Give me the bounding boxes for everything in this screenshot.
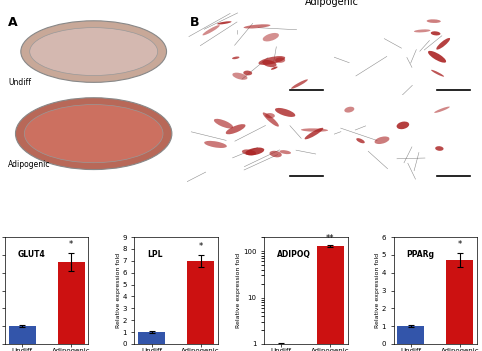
- Ellipse shape: [414, 29, 430, 32]
- Ellipse shape: [375, 137, 389, 144]
- Bar: [446, 260, 473, 344]
- Ellipse shape: [435, 146, 443, 151]
- Bar: [58, 262, 85, 344]
- Ellipse shape: [202, 25, 220, 35]
- Ellipse shape: [427, 19, 441, 23]
- Ellipse shape: [25, 105, 163, 163]
- Text: ADIPOQ: ADIPOQ: [277, 250, 310, 259]
- Ellipse shape: [258, 56, 285, 65]
- Ellipse shape: [431, 70, 444, 77]
- Ellipse shape: [262, 60, 277, 67]
- Ellipse shape: [204, 141, 227, 148]
- Ellipse shape: [214, 119, 233, 128]
- Text: *: *: [458, 240, 462, 249]
- Ellipse shape: [291, 79, 308, 89]
- Ellipse shape: [305, 128, 323, 139]
- Ellipse shape: [428, 51, 446, 63]
- Text: *: *: [69, 240, 73, 249]
- Ellipse shape: [226, 124, 245, 134]
- Ellipse shape: [301, 128, 328, 132]
- Ellipse shape: [232, 57, 240, 59]
- Y-axis label: Relative expression fold: Relative expression fold: [375, 253, 380, 328]
- Y-axis label: Relative expression fold: Relative expression fold: [116, 253, 121, 328]
- Ellipse shape: [271, 67, 278, 70]
- Ellipse shape: [243, 71, 252, 75]
- Ellipse shape: [434, 107, 450, 113]
- Text: Adipogenic: Adipogenic: [305, 0, 359, 7]
- Bar: [9, 326, 36, 344]
- Ellipse shape: [275, 108, 295, 117]
- Text: **: **: [326, 234, 335, 243]
- Ellipse shape: [269, 151, 282, 157]
- Ellipse shape: [436, 38, 450, 49]
- Ellipse shape: [21, 21, 167, 82]
- Text: LPL: LPL: [147, 250, 162, 259]
- Text: B: B: [190, 16, 200, 29]
- Ellipse shape: [217, 21, 231, 25]
- Ellipse shape: [30, 28, 158, 75]
- Ellipse shape: [356, 138, 365, 143]
- Text: A: A: [8, 16, 18, 29]
- Ellipse shape: [243, 24, 270, 28]
- Text: PPARg: PPARg: [406, 250, 434, 259]
- Bar: [138, 332, 165, 344]
- Ellipse shape: [280, 150, 291, 154]
- Ellipse shape: [265, 113, 275, 118]
- Ellipse shape: [397, 121, 409, 129]
- Ellipse shape: [232, 73, 247, 80]
- Bar: [187, 261, 214, 344]
- Y-axis label: Relative expression fold: Relative expression fold: [237, 253, 241, 328]
- Ellipse shape: [344, 107, 354, 113]
- Bar: [397, 326, 424, 344]
- Ellipse shape: [263, 33, 279, 41]
- Ellipse shape: [275, 58, 285, 63]
- Ellipse shape: [263, 112, 279, 127]
- Ellipse shape: [431, 31, 441, 35]
- Ellipse shape: [245, 147, 264, 155]
- Text: *: *: [199, 241, 203, 251]
- Text: Undiff: Undiff: [8, 78, 31, 87]
- Text: GLUT4: GLUT4: [17, 250, 45, 259]
- Bar: [317, 246, 344, 351]
- Ellipse shape: [15, 98, 172, 170]
- Text: Adipogenic: Adipogenic: [8, 160, 51, 169]
- Bar: [268, 344, 295, 351]
- Ellipse shape: [242, 150, 256, 155]
